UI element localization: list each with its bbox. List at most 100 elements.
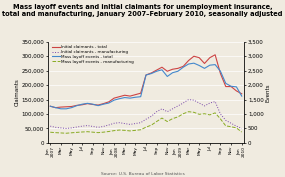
Initial claimants - manufacturing [240, 127, 243, 130]
Mass layoff events - manufacturing [70, 132, 73, 134]
Mass layoff events - total [91, 103, 95, 105]
Mass layoff events - total [102, 103, 105, 105]
Initial claimants - manufacturing [192, 99, 196, 101]
Mass layoff events - manufacturing [144, 126, 148, 128]
Initial claimants - manufacturing [229, 122, 233, 124]
Mass layoff events - manufacturing [96, 132, 100, 134]
Mass layoff events - total [112, 99, 116, 101]
Mass layoff events - total [240, 95, 243, 97]
Initial claimants - total [75, 104, 79, 106]
Initial claimants - total [134, 94, 137, 96]
Mass layoff events - manufacturing [187, 111, 190, 113]
Mass layoff events - manufacturing [155, 121, 158, 123]
Mass layoff events - total [182, 66, 185, 68]
Mass layoff events - total [80, 103, 84, 105]
Initial claimants - total [203, 62, 206, 64]
Mass layoff events - total [176, 70, 180, 72]
Initial claimants - manufacturing [107, 124, 111, 126]
Mass layoff events - manufacturing [229, 126, 233, 128]
Mass layoff events - total [208, 64, 211, 66]
Mass layoff events - manufacturing [128, 130, 132, 132]
Initial claimants - total [182, 65, 185, 67]
Mass layoff events - manufacturing [102, 131, 105, 133]
Initial claimants - manufacturing [213, 101, 217, 103]
Mass layoff events - manufacturing [91, 131, 95, 133]
Initial claimants - manufacturing [112, 122, 116, 124]
Initial claimants - total [213, 54, 217, 56]
Mass layoff events - manufacturing [150, 124, 153, 126]
Initial claimants - manufacturing [187, 99, 190, 101]
Initial claimants - manufacturing [150, 115, 153, 117]
Mass layoff events - manufacturing [171, 118, 174, 120]
Initial claimants - total [150, 72, 153, 74]
Initial claimants - manufacturing [86, 124, 89, 127]
Initial claimants - manufacturing [198, 102, 201, 104]
Initial claimants - manufacturing [171, 108, 174, 110]
Mass layoff events - total [123, 96, 127, 99]
Initial claimants - total [171, 68, 174, 70]
Initial claimants - total [208, 57, 211, 59]
Mass layoff events - manufacturing [112, 130, 116, 132]
Initial claimants - manufacturing [80, 125, 84, 127]
Initial claimants - manufacturing [203, 105, 206, 107]
Mass layoff events - total [48, 105, 52, 107]
Initial claimants - total [123, 94, 127, 96]
Initial claimants - total [96, 104, 100, 106]
Initial claimants - manufacturing [155, 111, 158, 113]
Mass layoff events - manufacturing [219, 118, 222, 120]
Initial claimants - total [229, 85, 233, 88]
Initial claimants - total [155, 69, 158, 71]
Initial claimants - manufacturing [48, 125, 52, 127]
Mass layoff events - total [139, 96, 142, 98]
Mass layoff events - total [134, 96, 137, 98]
Mass layoff events - total [75, 105, 79, 107]
Mass layoff events - manufacturing [192, 111, 196, 113]
Initial claimants - manufacturing [182, 102, 185, 104]
Text: Mass layoff events and initial claimants for unemployment insurance,
total and m: Mass layoff events and initial claimants… [2, 4, 283, 16]
Initial claimants - total [176, 67, 180, 69]
Initial claimants - manufacturing [134, 122, 137, 125]
Mass layoff events - total [203, 67, 206, 69]
Y-axis label: Events: Events [265, 83, 270, 102]
Mass layoff events - total [54, 107, 57, 109]
Initial claimants - manufacturing [70, 127, 73, 129]
Initial claimants - total [118, 96, 121, 98]
Mass layoff events - manufacturing [134, 129, 137, 131]
Mass layoff events - manufacturing [59, 132, 63, 134]
Initial claimants - manufacturing [96, 126, 100, 128]
Initial claimants - manufacturing [160, 108, 164, 110]
Legend: Initial claimants - total, Initial claimants - manufacturing, Mass layoff events: Initial claimants - total, Initial claim… [52, 45, 134, 64]
Initial claimants - total [144, 74, 148, 76]
Initial claimants - total [54, 107, 57, 109]
Mass layoff events - total [235, 86, 238, 88]
Initial claimants - manufacturing [59, 127, 63, 129]
Initial claimants - total [198, 57, 201, 59]
Mass layoff events - total [64, 108, 68, 110]
Initial claimants - total [59, 106, 63, 108]
Initial claimants - total [70, 105, 73, 108]
Mass layoff events - manufacturing [118, 129, 121, 131]
Text: Source: U.S. Bureau of Labor Statistics: Source: U.S. Bureau of Labor Statistics [101, 172, 184, 176]
Mass layoff events - manufacturing [80, 131, 84, 133]
Mass layoff events - total [219, 70, 222, 72]
Initial claimants - manufacturing [64, 127, 68, 130]
Initial claimants - manufacturing [208, 102, 211, 104]
Initial claimants - total [235, 90, 238, 92]
Initial claimants - total [48, 105, 52, 107]
Mass layoff events - manufacturing [139, 129, 142, 131]
Mass layoff events - manufacturing [166, 121, 169, 123]
Mass layoff events - manufacturing [176, 116, 180, 118]
Initial claimants - manufacturing [123, 122, 127, 125]
Line: Mass layoff events - manufacturing: Mass layoff events - manufacturing [50, 112, 242, 133]
Initial claimants - manufacturing [118, 122, 121, 124]
Mass layoff events - manufacturing [64, 132, 68, 134]
Mass layoff events - manufacturing [203, 113, 206, 115]
Initial claimants - total [192, 55, 196, 57]
Initial claimants - manufacturing [224, 119, 227, 121]
Initial claimants - manufacturing [176, 105, 180, 107]
Initial claimants - total [166, 70, 169, 72]
Mass layoff events - manufacturing [75, 131, 79, 133]
Initial claimants - manufacturing [128, 123, 132, 125]
Mass layoff events - total [96, 105, 100, 107]
Mass layoff events - total [229, 85, 233, 87]
